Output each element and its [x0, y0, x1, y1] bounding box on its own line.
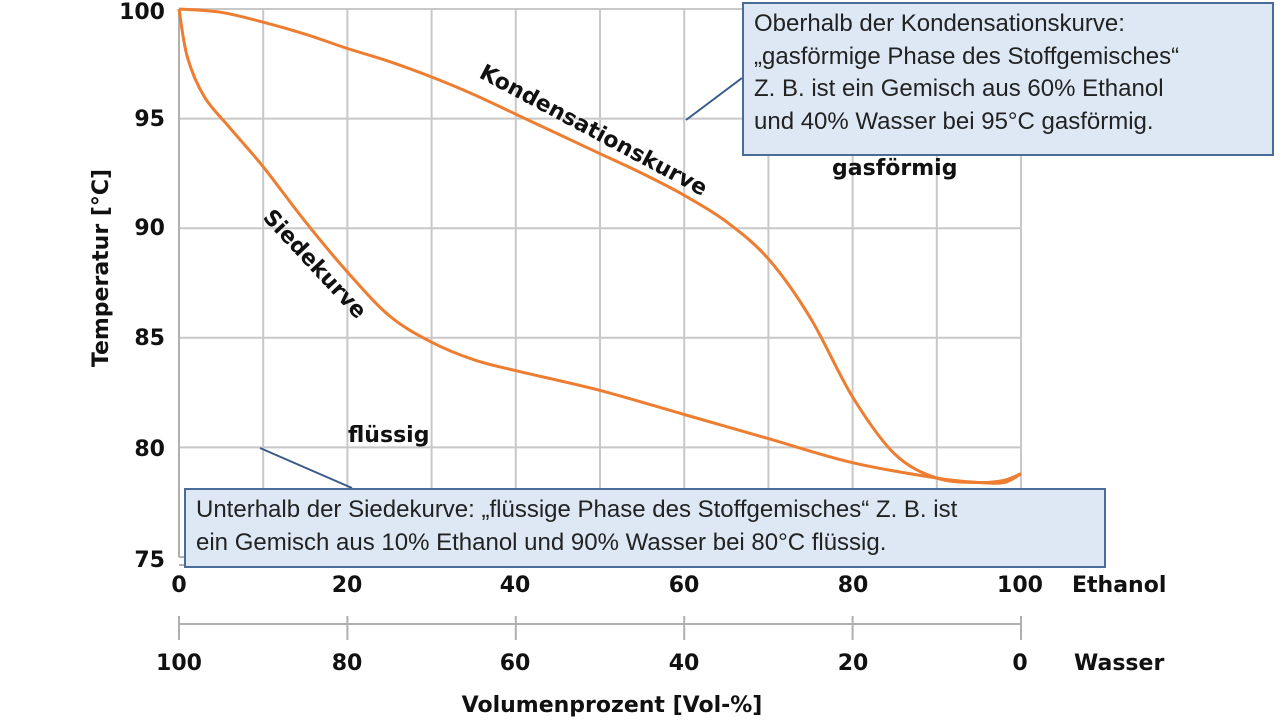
x-tick-label-wasser: 40	[669, 651, 700, 676]
gas-phase-callout: Oberhalb der Kondensationskurve: „gasför…	[742, 2, 1274, 156]
top-callout-pointer	[685, 77, 743, 121]
callout-text-line: ein Gemisch aus 10% Ethanol und 90% Wass…	[196, 528, 887, 556]
siedekurve-label: Siedekurve	[258, 205, 371, 324]
callout-text-line: Unterhalb der Siedekurve: „flüssige Phas…	[196, 496, 958, 523]
gasfoermig-label: gasförmig	[832, 156, 957, 181]
callout-text-line: „gasförmige Phase des Stoffgemisches“	[754, 42, 1180, 70]
x-tick-label-ethanol: 0	[171, 573, 186, 598]
y-tick-label: 100	[119, 0, 165, 25]
x-tick-label-ethanol: 20	[332, 573, 363, 598]
y-tick-label: 75	[134, 548, 165, 573]
ethanol-axis-name: Ethanol	[1072, 573, 1166, 598]
y-tick-label: 95	[134, 107, 165, 132]
x-tick-label-ethanol: 100	[997, 573, 1043, 598]
x-tick-label-wasser: 0	[1012, 651, 1027, 676]
x-tick-label-wasser: 80	[332, 651, 363, 676]
y-tick-label: 85	[134, 326, 165, 351]
x-tick-label-ethanol: 80	[838, 573, 869, 598]
x-axis-title: Volumenprozent [Vol-%]	[462, 693, 763, 718]
x-tick-label-ethanol: 40	[500, 573, 531, 598]
wasser-axis-name: Wasser	[1074, 651, 1164, 676]
x-tick-label-ethanol: 60	[669, 573, 700, 598]
bottom-callout-pointer	[259, 447, 353, 489]
callout-text-line: Z. B. ist ein Gemisch aus 60% Ethanol	[754, 75, 1164, 103]
siedekurve-line	[177, 8, 1022, 485]
y-tick-label: 90	[134, 216, 165, 241]
fluessig-label: flüssig	[348, 423, 429, 448]
callout-text-line: Oberhalb der Kondensationskurve:	[754, 10, 1125, 37]
x-tick-label-wasser: 100	[156, 651, 202, 676]
y-tick-label: 80	[134, 437, 165, 462]
curves	[177, 7, 1022, 485]
liquid-phase-callout: Unterhalb der Siedekurve: „flüssige Phas…	[184, 488, 1106, 568]
kondensationskurve-line	[178, 7, 1022, 485]
kondensationskurve-label: Kondensationskurve	[475, 60, 711, 201]
callout-text-line: und 40% Wasser bei 95°C gasförmig.	[754, 107, 1154, 135]
x-tick-label-wasser: 60	[500, 651, 531, 676]
x-tick-label-wasser: 20	[838, 651, 869, 676]
y-axis-title: Temperatur [°C]	[89, 169, 114, 367]
